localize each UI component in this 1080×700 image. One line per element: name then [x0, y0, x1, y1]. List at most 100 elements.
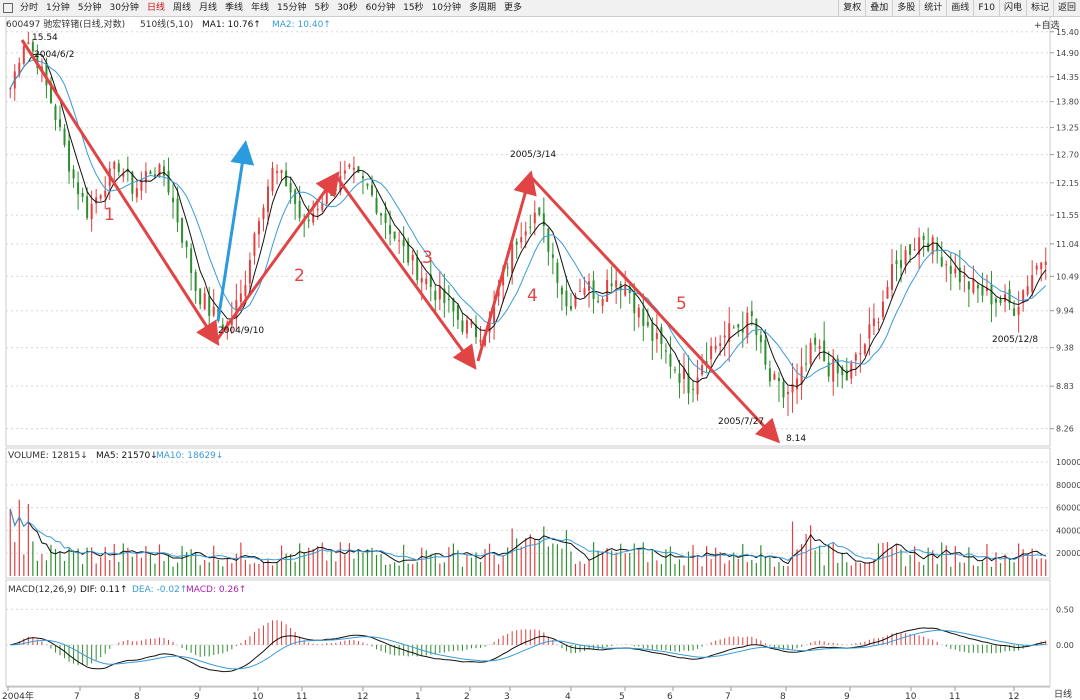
period-tab-13[interactable]: 15秒	[403, 3, 424, 13]
period-tab-9[interactable]: 15分钟	[277, 3, 307, 13]
candle-body	[967, 281, 970, 290]
candle-body	[673, 369, 676, 371]
period-tab-5[interactable]: 周线	[172, 3, 191, 13]
price-tick-label-7: 11.55	[1056, 211, 1079, 220]
candle-body	[117, 163, 120, 173]
candle-body	[827, 362, 830, 377]
candle-body	[393, 231, 396, 239]
candle-body	[872, 318, 875, 326]
candle-body	[710, 345, 713, 360]
candle-body	[547, 228, 550, 252]
candle-body	[9, 88, 12, 90]
annotation-date-2005-3-14: 2005/3/14	[510, 150, 556, 160]
period-tab-4[interactable]: 日线	[146, 3, 165, 13]
period-tab-3[interactable]: 30分钟	[109, 3, 139, 13]
period-toolbar: 分时 1分钟 5分钟 30分钟 日线 周线 月线 季线 年线 15分钟 5秒 30秒 60分钟 15秒 10…	[0, 0, 1080, 17]
action-button-1[interactable]: 叠加	[865, 0, 892, 16]
macd-dea: DEA: -0.02↑	[132, 585, 187, 595]
candle-body	[18, 62, 21, 75]
period-tab-7[interactable]: 季线	[224, 3, 243, 13]
action-button-4[interactable]: 画线	[946, 0, 973, 16]
candles	[9, 31, 1047, 417]
candle-body	[832, 358, 835, 382]
candle-body	[927, 243, 930, 252]
candle-body	[167, 170, 170, 193]
candle-body	[606, 280, 609, 302]
action-button-6[interactable]: 闪电	[998, 0, 1026, 16]
candle-body	[999, 299, 1002, 303]
wave-arrow-4	[530, 176, 781, 444]
action-button-0[interactable]: 复权	[838, 0, 865, 16]
period-tab-6[interactable]: 月线	[198, 3, 217, 13]
candle-body	[642, 308, 645, 326]
period-tab-11[interactable]: 30秒	[337, 3, 358, 13]
ma-line-10	[9, 59, 1047, 379]
candle-body	[850, 363, 853, 379]
stock-chart[interactable]: 15.40 14.90 14.35 13.80 13.25 12.70 12.15 11.55…	[0, 16, 1080, 700]
action-button-2[interactable]: 多股	[892, 0, 919, 16]
wave-arrows	[20, 39, 781, 444]
macd-tick-label-1: 0.00	[1056, 641, 1074, 650]
action-button-5[interactable]: F10	[973, 0, 999, 16]
candle-body	[579, 291, 581, 293]
period-tab-10[interactable]: 5秒	[314, 3, 330, 13]
candle-body	[208, 296, 211, 316]
candle-body	[764, 339, 767, 365]
candle-body	[569, 305, 572, 310]
candle-body	[701, 365, 704, 375]
period-tab-2[interactable]: 5分钟	[77, 3, 102, 13]
wave-arrow-5	[216, 140, 255, 322]
period-tab-16[interactable]: 更多	[504, 3, 523, 13]
price-tick-label-12: 8.83	[1056, 382, 1074, 391]
candle-body	[646, 321, 649, 326]
action-button-3[interactable]: 统计	[919, 0, 946, 16]
panel-toggle-icon[interactable]	[3, 3, 13, 13]
wave-label-4: 4	[527, 286, 538, 306]
candle-body	[719, 343, 722, 346]
period-tab-14[interactable]: 10分钟	[431, 3, 462, 13]
candle-body	[836, 358, 839, 374]
candle-body	[389, 225, 392, 234]
candle-body	[787, 392, 789, 395]
candle-body	[285, 170, 288, 187]
candle-body	[411, 255, 414, 261]
candle-body	[529, 226, 532, 228]
candle-body	[122, 173, 125, 177]
candle-body	[90, 203, 93, 220]
candle-body	[805, 363, 808, 365]
candle-body	[809, 342, 812, 365]
x-tick-label-9: 3	[504, 692, 510, 700]
candle-body	[755, 319, 758, 336]
wave-arrow-2	[334, 175, 477, 370]
candle-body	[859, 352, 862, 355]
candle-body	[149, 171, 152, 175]
add-watchlist-button[interactable]: +自选	[1034, 19, 1060, 31]
period-tab-1[interactable]: 1分钟	[46, 3, 70, 13]
candle-body	[68, 140, 71, 172]
candle-body	[257, 221, 260, 235]
candle-body	[321, 203, 324, 211]
period-tab-8[interactable]: 年线	[251, 3, 270, 13]
candle-body	[438, 285, 441, 300]
candle-body	[949, 265, 952, 274]
period-tab-0[interactable]: 分时	[20, 3, 39, 13]
volume-panel-frame	[5, 447, 1051, 579]
candle-body	[1022, 290, 1025, 303]
price-title: 600497 驰宏锌锗(日线,对数)	[6, 18, 125, 30]
candle-body	[343, 170, 346, 174]
candle-body	[610, 283, 613, 287]
candle-body	[995, 298, 997, 303]
period-tab-12[interactable]: 60分钟	[365, 3, 396, 13]
candle-body	[845, 370, 848, 381]
action-button-7[interactable]: 标记	[1025, 0, 1053, 16]
candle-body	[384, 213, 387, 223]
candle-body	[922, 235, 925, 241]
action-button-8[interactable]: 返回	[1052, 0, 1080, 16]
candle-body	[316, 208, 319, 211]
wave-label-2: 2	[294, 266, 305, 286]
candle-body	[475, 324, 477, 338]
x-tick-label-0: 2004年	[2, 690, 34, 700]
period-tab-15[interactable]: 多周期	[469, 3, 497, 13]
candle-body	[253, 233, 256, 256]
candle-body	[375, 197, 378, 214]
